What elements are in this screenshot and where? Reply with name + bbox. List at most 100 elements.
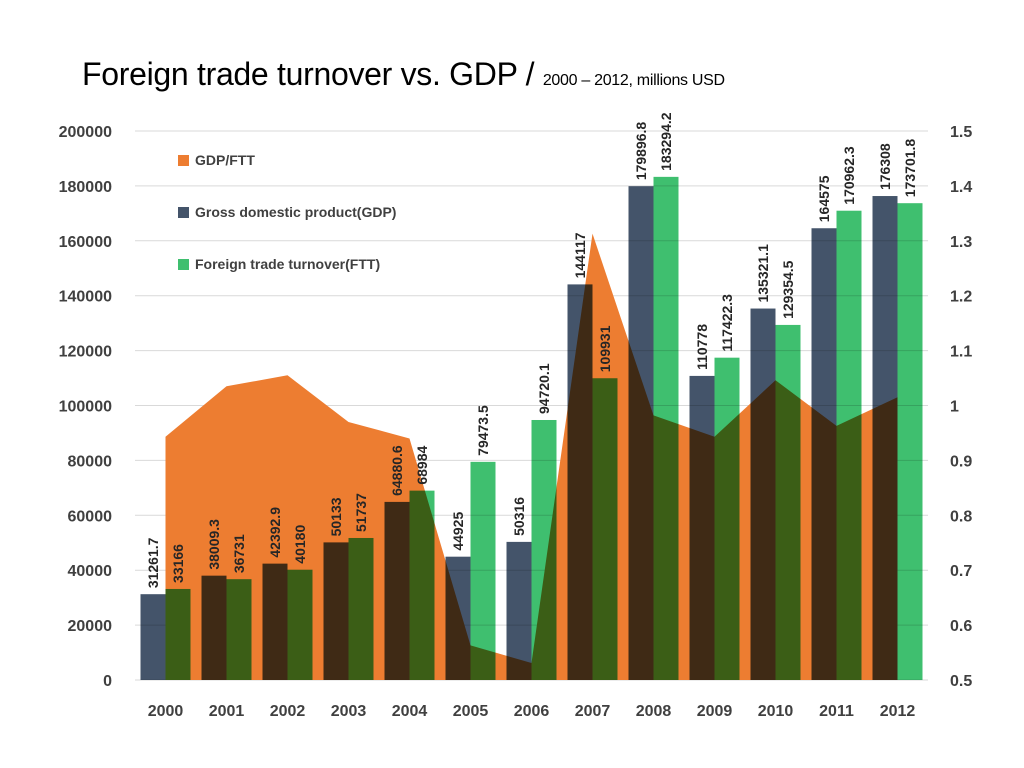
gdp-data-label-2009: 110778 [694, 324, 710, 370]
ftt-data-label-2004: 68984 [414, 445, 430, 484]
x-tick-label: 2005 [453, 703, 489, 720]
legend-swatch [178, 207, 189, 218]
ftt-bar-2010 [775, 324, 801, 680]
gdp-bar-2006 [506, 541, 532, 680]
gdp-bar-2004 [384, 501, 410, 680]
gdp-bar-2000 [140, 594, 166, 680]
legend-swatch [178, 259, 189, 270]
ftt-bar-2000 [165, 588, 191, 680]
gdp-bar-2012 [872, 196, 898, 680]
chart-title-subtitle: 2000 – 2012, millions USD [542, 72, 725, 89]
gdp-data-label-2012: 176308 [877, 143, 893, 190]
y-left-tick-label: 180000 [59, 179, 112, 196]
data-labels: 31261.7 38009.3 42392.9 50133 64880.6 44925 50… [145, 112, 918, 588]
ftt-data-label-2012: 173701.8 [902, 139, 918, 198]
ftt-bar-2002 [287, 569, 313, 680]
y-right-tick-label: 0.8 [950, 508, 972, 525]
ftt-bar-2008 [653, 176, 679, 680]
y-left-tick-label: 40000 [68, 563, 113, 580]
gdp-data-label-2002: 42392.9 [267, 507, 283, 558]
ftt-data-label-2009: 117422.3 [719, 294, 735, 352]
bar-series [140, 176, 923, 681]
y-right-tick-label: 1.2 [950, 289, 972, 306]
gdp-bar-2003 [323, 542, 349, 680]
gdp-bar-2009 [689, 375, 715, 680]
axes: 0 20000 40000 60000 80000 100000 120000 140000 1… [59, 124, 973, 720]
legend-label: Foreign trade turnover(FTT) [195, 256, 380, 272]
gdp-bar-2008 [628, 186, 654, 680]
x-tick-label: 2001 [209, 703, 245, 720]
gdp-bar-2005 [445, 556, 471, 680]
gdp-data-label-2000: 31261.7 [145, 537, 161, 588]
ftt-bar-2011 [836, 210, 862, 680]
y-right-tick-label: 1.5 [950, 124, 972, 141]
ftt-bar-2005 [470, 461, 496, 680]
ftt-data-label-2002: 40180 [292, 525, 308, 564]
y-left-tick-label: 140000 [59, 289, 112, 306]
chart-title: Foreign trade turnover vs. GDP / 2000 – … [82, 56, 725, 93]
gdp-bar-2001 [201, 575, 227, 680]
gdp-data-label-2006: 50316 [511, 497, 527, 536]
y-right-tick-label: 0.5 [950, 673, 972, 690]
chart-title-main: Foreign trade turnover vs. GDP / [82, 56, 543, 92]
gdp-data-label-2007: 144117 [572, 232, 588, 278]
x-tick-label: 2010 [758, 703, 794, 720]
y-right-tick-label: 1.1 [950, 344, 972, 361]
x-tick-label: 2012 [880, 703, 916, 720]
ftt-data-label-2000: 33166 [170, 544, 186, 583]
gdp-data-label-2010: 135321.1 [755, 244, 771, 303]
gdp-bar-2002 [262, 563, 288, 680]
y-right-tick-label: 0.9 [950, 453, 972, 470]
y-left-tick-label: 100000 [59, 399, 112, 416]
y-right-tick-label: 1.3 [950, 234, 972, 251]
ftt-data-label-2003: 51737 [353, 493, 369, 532]
ftt-bar-2001 [226, 579, 252, 680]
x-tick-label: 2002 [270, 703, 306, 720]
x-tick-label: 2008 [636, 703, 672, 720]
ftt-bar-2004 [409, 490, 435, 680]
ftt-bar-2009 [714, 357, 740, 680]
gdp-data-label-2001: 38009.3 [206, 519, 222, 570]
x-tick-label: 2004 [392, 703, 428, 720]
y-left-tick-label: 0 [103, 673, 112, 690]
gdp-bar-2010 [750, 308, 776, 680]
gdp-data-label-2003: 50133 [328, 497, 344, 536]
ftt-bar-2012 [897, 203, 923, 681]
ftt-data-label-2001: 36731 [231, 534, 247, 573]
gdp-data-label-2005: 44925 [450, 512, 466, 551]
y-right-tick-label: 0.6 [950, 618, 972, 635]
x-tick-label: 2011 [819, 703, 854, 720]
y-left-tick-label: 200000 [59, 124, 112, 141]
ftt-data-label-2010: 129354.5 [780, 260, 796, 319]
legend-label: Gross domestic product(GDP) [195, 204, 396, 220]
ftt-data-label-2006: 94720.1 [536, 363, 552, 414]
x-tick-label: 2003 [331, 703, 367, 720]
y-right-tick-label: 1.4 [950, 179, 972, 196]
gdp-data-label-2008: 179896.8 [633, 122, 649, 181]
ftt-bar-2007 [592, 378, 618, 680]
y-left-tick-label: 20000 [68, 618, 113, 635]
y-left-tick-label: 80000 [68, 453, 113, 470]
x-tick-label: 2009 [697, 703, 733, 720]
x-tick-label: 2007 [575, 703, 611, 720]
ftt-bar-2003 [348, 537, 374, 680]
y-left-tick-label: 120000 [59, 344, 112, 361]
x-tick-label: 2000 [148, 703, 184, 720]
y-left-tick-label: 160000 [59, 234, 112, 251]
gdp-bar-2011 [811, 228, 837, 680]
gdp-data-label-2004: 64880.6 [389, 445, 405, 496]
y-right-tick-label: 1 [950, 399, 959, 416]
y-right-tick-label: 0.7 [950, 563, 972, 580]
gdp-data-label-2011: 164575 [816, 175, 832, 222]
ftt-data-label-2011: 170962.3 [841, 146, 857, 205]
legend-label: GDP/FTT [195, 152, 255, 168]
x-tick-label: 2006 [514, 703, 550, 720]
legend: GDP/FTT Gross domestic product(GDP) Foreig… [178, 152, 396, 272]
y-left-tick-label: 60000 [68, 508, 113, 525]
legend-swatch [178, 155, 189, 166]
ftt-data-label-2008: 183294.2 [658, 112, 674, 171]
ftt-data-label-2005: 79473.5 [475, 405, 491, 456]
ftt-data-label-2007: 109931 [597, 325, 613, 372]
ftt-bar-2006 [531, 419, 557, 680]
